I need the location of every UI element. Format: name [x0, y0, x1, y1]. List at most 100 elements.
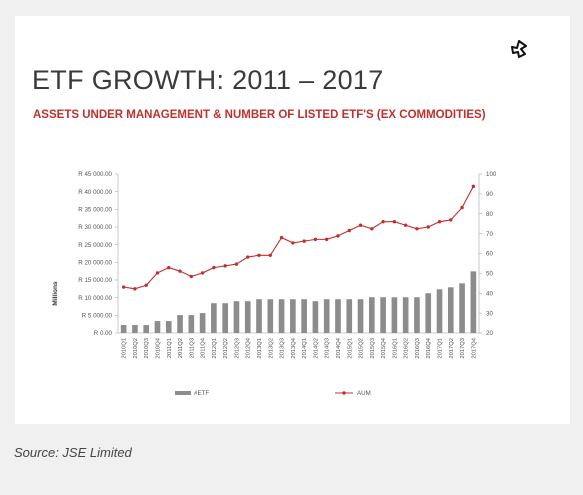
aum-point: [392, 220, 397, 224]
bar-etf: [132, 325, 138, 333]
bar-etf: [470, 271, 477, 333]
bar-etf: [143, 325, 150, 333]
bar-etf: [346, 299, 353, 333]
x-tick-label: 2011Q4: [201, 337, 207, 358]
x-tick-label: 2012Q1: [212, 338, 218, 359]
right-tick-label: 30: [486, 310, 493, 317]
right-tick-label: 40: [486, 290, 493, 297]
x-tick-label: 2013Q3: [280, 338, 286, 359]
chart-subtitle: ASSETS UNDER MANAGEMENT & NUMBER OF LIST…: [33, 109, 486, 121]
legend-aum-label: AUM: [357, 390, 371, 397]
right-tick-label: 100: [486, 171, 497, 178]
bar-etf: [335, 299, 341, 333]
left-tick-label: R 25 000.00: [78, 242, 112, 249]
x-tick-label: 2011Q1: [167, 338, 173, 358]
aum-point: [155, 271, 160, 275]
bar-etf: [402, 297, 409, 333]
aum-point: [347, 228, 351, 233]
aum-point: [302, 239, 306, 243]
x-tick-label: 2017Q1: [438, 338, 444, 359]
legend-aum-marker: [342, 391, 346, 395]
aum-point: [358, 223, 363, 227]
aum-point: [370, 227, 374, 231]
bar-etf: [244, 301, 251, 333]
aum-point: [133, 287, 137, 291]
aum-point: [437, 220, 442, 224]
y-axis-label: Millions: [52, 281, 59, 306]
x-tick-label: 2010Q3: [144, 338, 150, 359]
x-tick-label: 2015Q1: [347, 338, 353, 359]
x-tick-label: 2015Q4: [381, 337, 387, 358]
bar-etf: [211, 303, 217, 333]
x-tick-label: 2010Q2: [133, 338, 139, 359]
aum-point: [460, 205, 464, 210]
x-tick-label: 2013Q2: [268, 338, 274, 359]
bar-etf: [459, 283, 465, 333]
x-tick-label: 2013Q4: [291, 337, 297, 358]
left-tick-label: R 15 000.00: [78, 277, 112, 284]
x-tick-label: 2010Q4: [155, 337, 161, 358]
aum-point: [403, 223, 408, 227]
legend-etf-label: #ETF: [194, 390, 209, 397]
x-tick-label: 2016Q3: [415, 338, 421, 359]
aum-point: [336, 234, 340, 238]
x-tick-label: 2012Q2: [223, 338, 229, 359]
bar-etf: [312, 301, 319, 333]
x-tick-label: 2011Q2: [178, 338, 184, 358]
right-tick-label: 70: [486, 231, 493, 238]
aum-point: [223, 264, 227, 268]
bar-etf: [380, 297, 386, 333]
right-tick-label: 80: [486, 211, 493, 218]
bar-etf: [165, 321, 172, 333]
x-tick-label: 2011Q3: [189, 338, 195, 358]
x-tick-label: 2010Q1: [122, 338, 128, 359]
x-tick-label: 2014Q4: [336, 337, 342, 358]
left-tick-label: R 40 000.00: [78, 189, 112, 196]
legend-etf-swatch: [175, 391, 191, 395]
bar-etf: [154, 321, 161, 333]
bar-etf: [199, 313, 206, 333]
bar-etf: [301, 299, 307, 333]
x-tick-label: 2014Q2: [313, 338, 319, 359]
bar-etf: [357, 299, 364, 333]
bar-etf: [278, 299, 285, 333]
aum-point: [268, 253, 272, 257]
left-tick-label: R 5 000.00: [82, 313, 113, 320]
right-tick-label: 60: [486, 251, 493, 258]
aum-point: [200, 271, 205, 275]
left-tick-label: R 30 000.00: [78, 224, 112, 231]
brand-logo-icon: [511, 40, 527, 58]
aum-point: [279, 235, 284, 240]
bar-etf: [222, 303, 228, 333]
x-tick-label: 2015Q2: [359, 338, 365, 359]
bar-etf: [188, 315, 195, 333]
bar-etf: [447, 287, 454, 333]
bar-etf: [369, 297, 375, 333]
x-tick-label: 2013Q1: [257, 338, 263, 359]
left-tick-label: R 45 000.00: [78, 171, 112, 178]
x-tick-label: 2015Q3: [370, 338, 376, 359]
chart-card: ETF GROWTH: 2011 – 2017 ASSETS UNDER MAN…: [15, 16, 570, 424]
aum-point: [246, 255, 250, 259]
aum-point: [325, 237, 329, 242]
aum-point: [471, 184, 476, 189]
x-tick-label: 2017Q4: [471, 337, 477, 358]
aum-point: [212, 265, 216, 270]
x-tick-label: 2016Q1: [392, 338, 398, 359]
bar-etf: [436, 289, 443, 333]
left-tick-label: R 20 000.00: [78, 260, 112, 267]
x-tick-label: 2014Q3: [325, 338, 331, 359]
bar-etf: [256, 299, 262, 333]
left-tick-label: R 0.00: [94, 330, 113, 337]
bar-etf: [323, 299, 330, 333]
aum-point: [121, 285, 126, 289]
aum-point: [449, 218, 453, 222]
x-tick-label: 2017Q3: [460, 338, 466, 359]
bar-etf: [425, 293, 432, 333]
bar-etf: [290, 299, 296, 333]
x-tick-label: 2014Q1: [302, 338, 308, 359]
bar-etf: [120, 325, 127, 333]
x-tick-label: 2016Q2: [404, 338, 410, 359]
left-tick-label: R 35 000.00: [78, 207, 112, 214]
aum-point: [291, 241, 295, 245]
